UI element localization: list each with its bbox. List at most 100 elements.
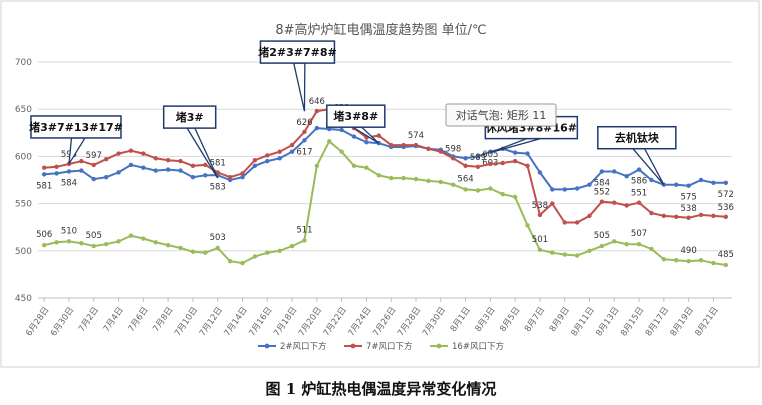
data-point: [265, 158, 270, 164]
data-point: [512, 194, 518, 200]
data-point: [574, 253, 580, 258]
data-label: 503: [210, 233, 226, 243]
data-label: 581: [36, 181, 52, 191]
data-point: [203, 250, 208, 255]
callout-box: [597, 125, 677, 150]
chart-title: 8#高炉炉缸电偶温度趋势图 单位/℃: [275, 22, 486, 38]
data-point: [252, 163, 258, 169]
data-point: [550, 187, 555, 192]
data-point: [79, 158, 84, 164]
data-point: [277, 248, 282, 253]
callout-text: 堵3#7#13#17#: [29, 120, 123, 134]
callout-box: [30, 115, 122, 139]
data-point: [401, 142, 406, 148]
data-point: [500, 191, 505, 197]
data-point: [141, 151, 146, 156]
data-label: 511: [296, 225, 312, 235]
data-label: 507: [631, 229, 647, 239]
data-label: 626: [296, 118, 312, 128]
data-point: [116, 151, 121, 156]
data-label: 490: [681, 246, 697, 256]
data-label: 574: [408, 131, 424, 141]
data-point: [128, 162, 134, 168]
data-point: [450, 156, 456, 161]
legend-label: 7#风口下方: [366, 341, 413, 352]
data-point: [698, 258, 704, 263]
callout-box: [259, 40, 336, 64]
data-label: 505: [594, 231, 610, 241]
data-point: [265, 250, 270, 255]
data-point: [91, 176, 96, 182]
data-point: [500, 160, 505, 166]
data-label: 584: [594, 179, 610, 189]
data-point: [562, 187, 567, 192]
data-point: [41, 165, 47, 170]
line-chart: 8#高炉炉缸电偶温度趋势图 单位/℃4505005506006507006月28…: [0, 0, 760, 368]
data-point: [413, 176, 419, 182]
data-point: [401, 175, 406, 181]
data-point: [512, 150, 518, 155]
data-point: [587, 248, 592, 253]
data-point: [698, 177, 704, 183]
data-point: [636, 241, 642, 247]
data-point: [227, 174, 233, 180]
legend-label: 16#风口下方: [452, 341, 504, 352]
y-tick-label: 450: [15, 294, 32, 304]
data-label: 538: [681, 204, 697, 214]
data-point: [277, 149, 282, 154]
data-point: [165, 157, 171, 163]
data-point: [252, 254, 258, 259]
data-label: 581: [210, 158, 226, 168]
data-point: [376, 133, 382, 138]
legend-marker: [436, 343, 442, 349]
data-label: 538: [532, 201, 548, 211]
data-point: [364, 140, 369, 145]
data-label: 536: [718, 203, 734, 213]
legend-marker: [264, 343, 270, 349]
data-point: [289, 142, 295, 148]
data-point: [550, 201, 555, 206]
data-point: [649, 177, 654, 183]
data-point: [240, 260, 245, 266]
y-tick-label: 700: [15, 58, 32, 68]
data-point: [525, 151, 530, 156]
data-label: 584: [61, 179, 77, 189]
data-point: [178, 168, 183, 173]
data-point: [537, 247, 543, 253]
y-tick-label: 650: [15, 105, 32, 115]
data-point: [475, 154, 481, 159]
data-label: 617: [296, 147, 312, 157]
data-point: [302, 238, 307, 243]
data-point: [537, 212, 543, 218]
data-point: [587, 213, 592, 219]
data-point: [636, 200, 642, 205]
data-point: [674, 258, 679, 263]
data-label: 572: [718, 190, 734, 200]
callout-text: 堵2#3#7#8#: [258, 45, 336, 59]
data-point: [612, 169, 617, 174]
data-point: [128, 233, 134, 238]
callout-box: [162, 105, 217, 129]
data-label: 552: [594, 188, 610, 198]
data-point: [153, 168, 158, 173]
data-point: [240, 171, 245, 176]
data-label: 598: [445, 144, 461, 154]
data-point: [636, 167, 642, 172]
data-point: [599, 199, 605, 204]
data-label: 597: [86, 151, 102, 161]
data-point: [190, 163, 196, 169]
data-point: [438, 179, 443, 185]
data-label: 646: [309, 97, 325, 107]
data-point: [711, 180, 716, 186]
data-point: [41, 172, 47, 177]
data-point: [141, 236, 146, 241]
data-point: [698, 212, 704, 218]
data-label: 586: [631, 177, 647, 187]
data-point: [203, 173, 208, 178]
data-point: [686, 183, 691, 188]
data-point: [289, 243, 295, 249]
data-label: 551: [631, 189, 647, 199]
data-point: [376, 173, 382, 178]
data-point: [165, 167, 171, 172]
data-point: [302, 138, 307, 143]
